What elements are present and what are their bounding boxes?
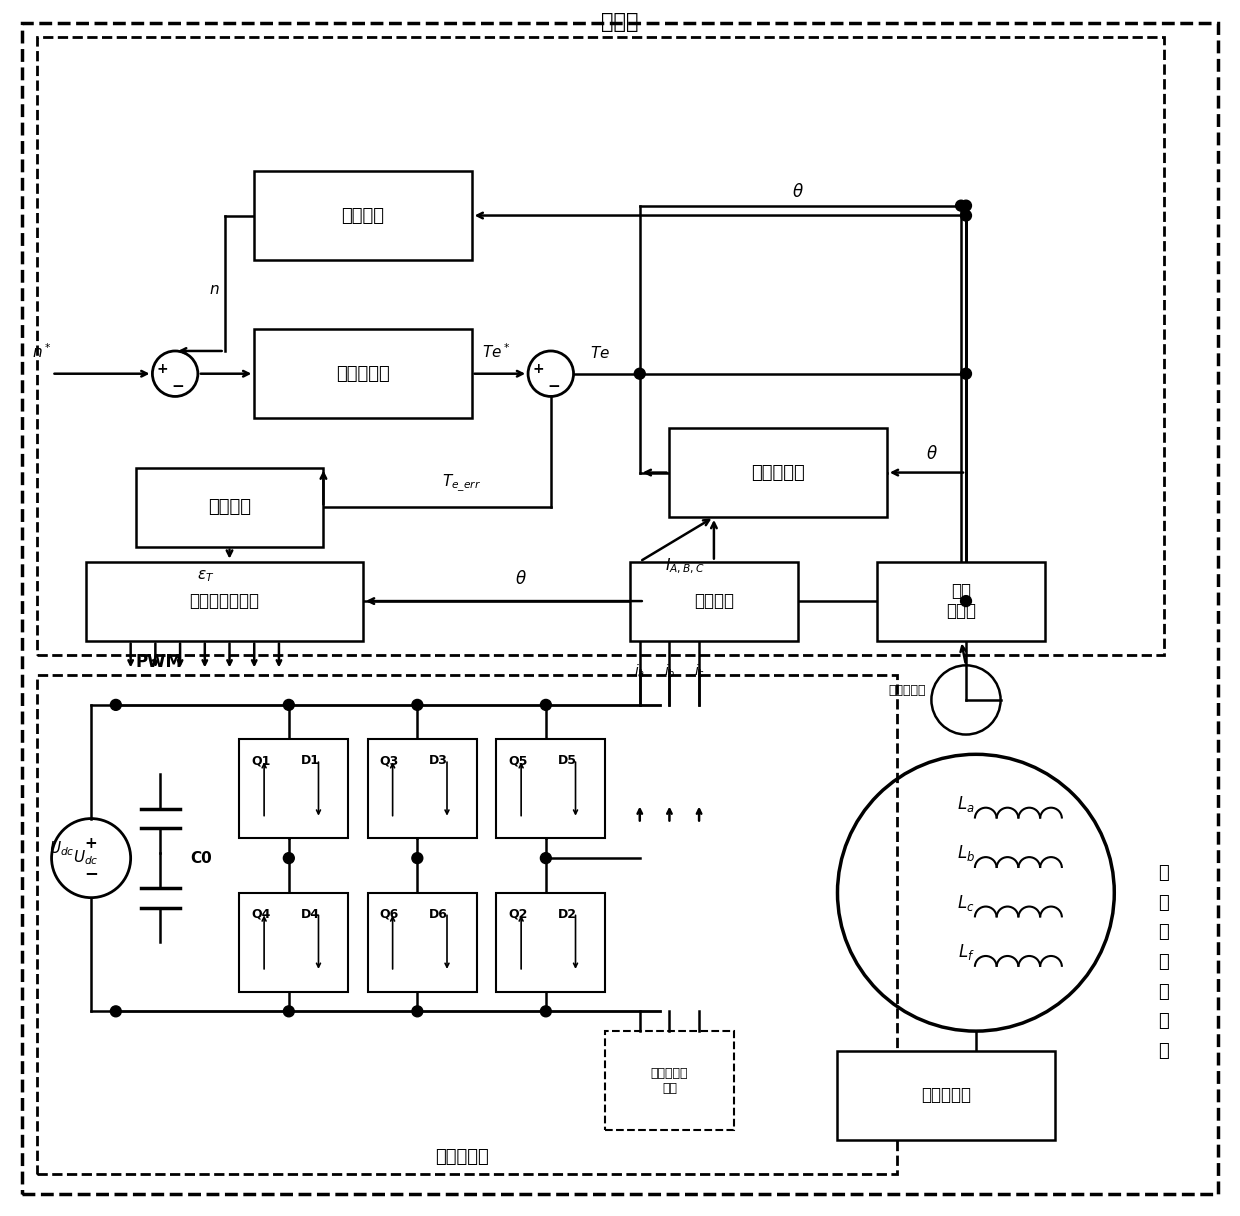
- Text: $i_b$: $i_b$: [663, 663, 676, 680]
- Bar: [837, 1051, 1055, 1139]
- Text: +: +: [156, 362, 169, 376]
- Circle shape: [284, 1006, 294, 1017]
- Text: D3: D3: [429, 754, 448, 767]
- Text: $i_c$: $i_c$: [693, 663, 704, 680]
- Bar: [496, 739, 605, 838]
- Bar: [239, 739, 348, 838]
- Bar: [254, 171, 471, 260]
- Text: 双: 双: [1158, 923, 1169, 941]
- Circle shape: [541, 699, 552, 710]
- Text: $U_{dc}$: $U_{dc}$: [48, 839, 74, 857]
- Text: $\theta$: $\theta$: [792, 182, 804, 201]
- Circle shape: [956, 201, 966, 212]
- Circle shape: [284, 699, 294, 710]
- Text: Q5: Q5: [508, 754, 528, 767]
- Text: 滞环控制: 滞环控制: [208, 499, 250, 516]
- Circle shape: [541, 852, 552, 863]
- Bar: [37, 36, 1163, 655]
- Bar: [670, 428, 887, 517]
- Bar: [86, 562, 363, 641]
- Text: −: −: [547, 379, 560, 394]
- Text: $\varepsilon_T$: $\varepsilon_T$: [197, 569, 215, 584]
- Text: −: −: [171, 379, 185, 394]
- Text: 机: 机: [1158, 1042, 1169, 1060]
- Text: Q2: Q2: [508, 907, 528, 921]
- Text: $\theta$: $\theta$: [515, 570, 527, 589]
- Text: 控制器: 控制器: [601, 12, 639, 32]
- Text: $n^*$: $n^*$: [32, 342, 51, 361]
- Bar: [368, 739, 476, 838]
- Text: 转矩观测器: 转矩观测器: [751, 463, 805, 482]
- Circle shape: [412, 1006, 423, 1017]
- Text: 转速计算: 转速计算: [341, 207, 384, 225]
- Circle shape: [961, 368, 971, 379]
- Text: 旋转变压器: 旋转变压器: [888, 683, 925, 697]
- Text: 开关状态查询表: 开关状态查询表: [190, 592, 259, 610]
- Text: 电: 电: [1158, 863, 1169, 882]
- Text: 电流霍尔传
感器: 电流霍尔传 感器: [651, 1066, 688, 1094]
- Text: $L_b$: $L_b$: [957, 843, 975, 863]
- Text: 转速调节器: 转速调节器: [336, 365, 389, 383]
- Circle shape: [541, 1006, 552, 1017]
- Text: D2: D2: [558, 907, 577, 921]
- Circle shape: [412, 699, 423, 710]
- Text: 凸: 凸: [1158, 953, 1169, 970]
- Bar: [630, 562, 799, 641]
- Bar: [496, 893, 605, 991]
- Circle shape: [961, 596, 971, 607]
- Circle shape: [961, 201, 971, 212]
- Circle shape: [284, 852, 294, 863]
- Text: 电流检测: 电流检测: [694, 592, 734, 610]
- Text: $L_f$: $L_f$: [957, 942, 975, 962]
- Circle shape: [961, 210, 971, 221]
- Circle shape: [412, 852, 423, 863]
- Text: $L_c$: $L_c$: [957, 893, 975, 912]
- Text: $T_{e\_err}$: $T_{e\_err}$: [443, 473, 481, 495]
- Text: 功率变换器: 功率变换器: [435, 1148, 489, 1166]
- Text: 极: 极: [1158, 983, 1169, 1001]
- Text: C0: C0: [190, 851, 212, 866]
- Text: $Te$: $Te$: [590, 345, 610, 361]
- Bar: [135, 468, 324, 547]
- Bar: [37, 675, 897, 1175]
- Text: 磁: 磁: [1158, 894, 1169, 912]
- Bar: [368, 893, 476, 991]
- Text: D1: D1: [300, 754, 320, 767]
- Bar: [254, 330, 471, 418]
- Text: +: +: [532, 362, 544, 376]
- Bar: [239, 893, 348, 991]
- Text: $i_a$: $i_a$: [634, 663, 645, 680]
- Bar: [877, 562, 1045, 641]
- Text: PWM: PWM: [135, 653, 182, 671]
- Text: −: −: [84, 863, 98, 882]
- Text: D4: D4: [300, 907, 320, 921]
- Circle shape: [110, 699, 122, 710]
- Text: $L_a$: $L_a$: [957, 794, 975, 814]
- Text: $I_{A,B,C}$: $I_{A,B,C}$: [665, 557, 704, 576]
- Text: $U_{dc}$: $U_{dc}$: [73, 849, 99, 867]
- Text: 旋变
解码器: 旋变 解码器: [946, 581, 976, 620]
- Text: +: +: [84, 835, 98, 851]
- Text: $\theta$: $\theta$: [926, 445, 939, 462]
- Text: Q1: Q1: [252, 754, 270, 767]
- Circle shape: [635, 368, 645, 379]
- Text: Q4: Q4: [252, 907, 270, 921]
- Circle shape: [110, 1006, 122, 1017]
- Text: $n$: $n$: [210, 282, 219, 297]
- Text: Q3: Q3: [379, 754, 399, 767]
- Text: D6: D6: [429, 907, 448, 921]
- Text: D5: D5: [558, 754, 577, 767]
- Text: 励磁调节器: 励磁调节器: [921, 1086, 971, 1104]
- Bar: [605, 1031, 734, 1130]
- Text: $Te^*$: $Te^*$: [482, 342, 511, 361]
- Text: Q6: Q6: [379, 907, 399, 921]
- Text: 电: 电: [1158, 1012, 1169, 1030]
